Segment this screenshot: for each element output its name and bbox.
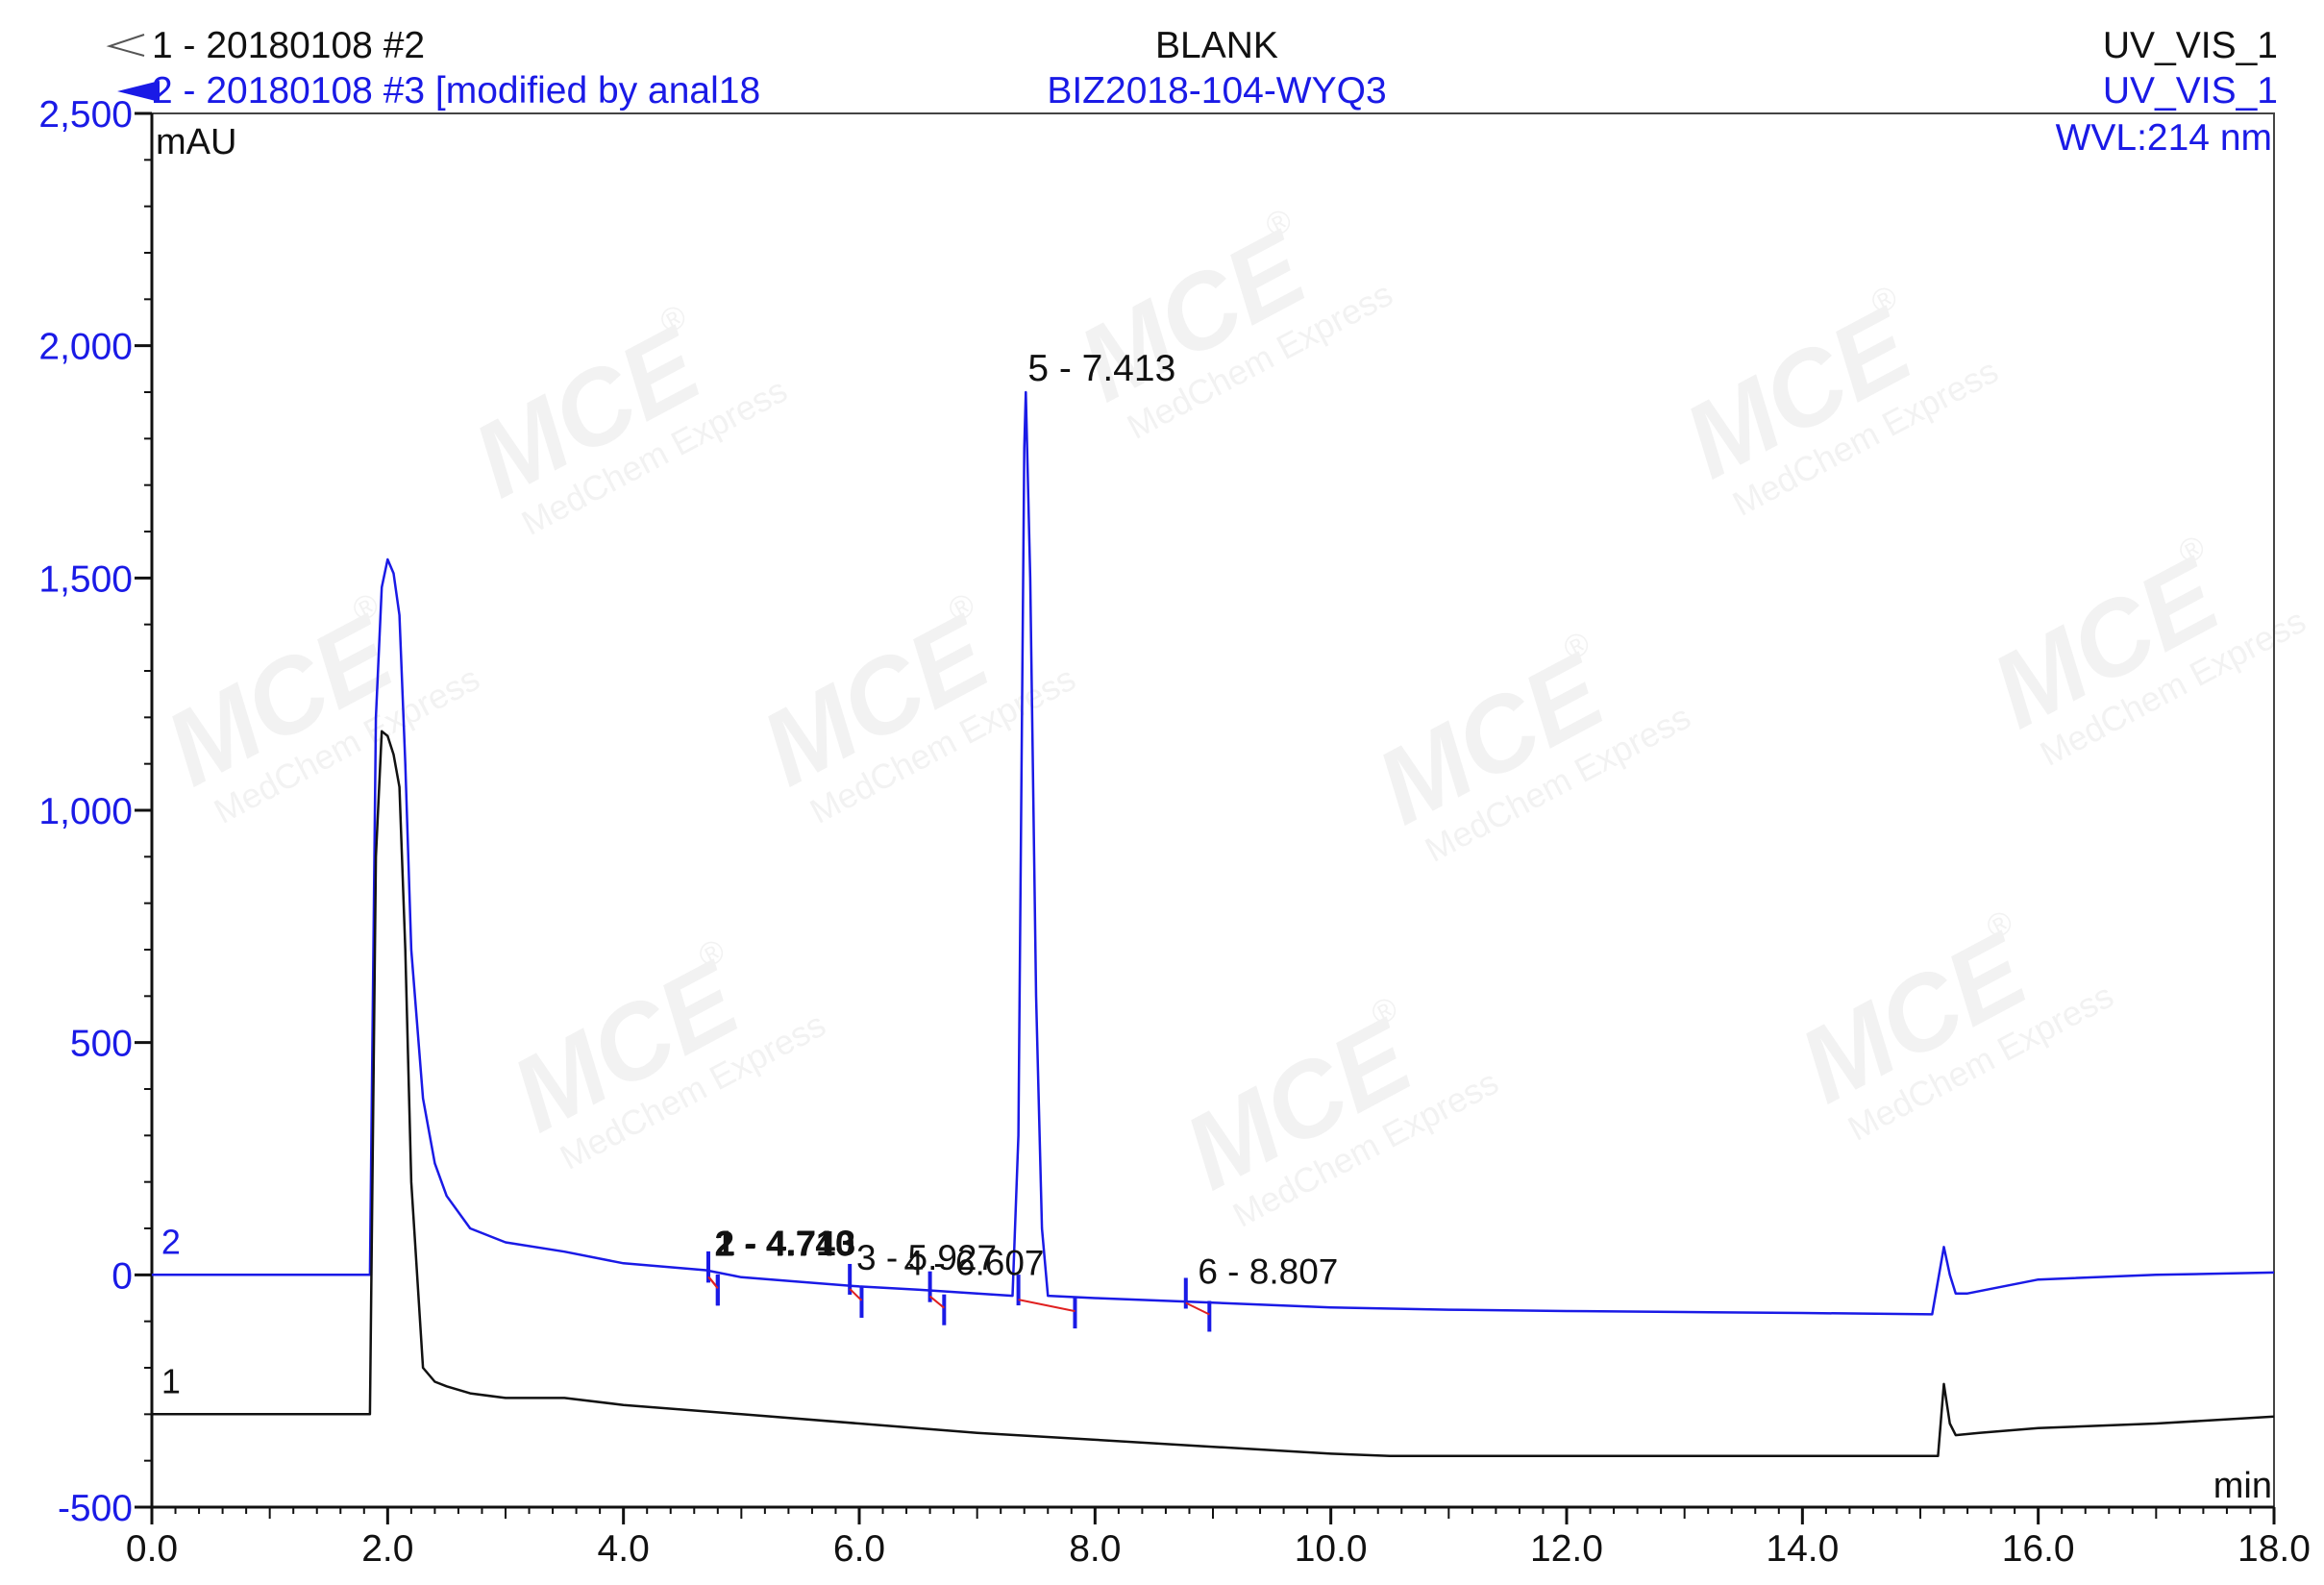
x-tick-label: 10.0 [1295,1528,1368,1570]
x-axis-ticks: 0.0 2.0 4.0 6.0 8.0 10.0 12.0 14.0 16.0 18.0 [126,1507,2311,1570]
y-tick-label: 0 [111,1255,133,1297]
x-tick-label: 0.0 [126,1528,178,1570]
x-tick-label: 12.0 [1530,1528,1603,1570]
peak-baseline [849,1288,863,1301]
y-tick-label: 1,000 [38,791,133,832]
trace2-pointer-icon [117,81,160,102]
x-tick-label: 6.0 [833,1528,885,1570]
peak-label: 4 - 6.607 [903,1244,1044,1283]
peak-label: 5 - 7.413 [1027,348,1175,389]
x-tick-label: 2.0 [361,1528,413,1570]
series-layer: 21 [152,390,2275,1458]
trace-2-line [152,390,2275,1316]
channel1-label: UV_VIS_1 [2102,25,2278,66]
y-tick-label: 500 [70,1024,133,1065]
y-tick-label: -500 [58,1488,133,1529]
sample2-name: BIZ2018-104-WYQ3 [1047,70,1387,111]
x-tick-label: 16.0 [2002,1528,2075,1570]
x-tick-label: 8.0 [1069,1528,1121,1570]
peak-baseline [707,1275,719,1290]
channel2-label: UV_VIS_1 [2102,70,2278,111]
wavelength-label: WVL:214 nm [2055,117,2272,159]
x-axis-label: min [2213,1466,2272,1506]
x-tick-label: 14.0 [1766,1528,1839,1570]
peak-baseline [1185,1301,1210,1316]
x-tick-label: 18.0 [2237,1528,2311,1570]
y-tick-label: 2,000 [38,327,133,368]
y-tick-label: 2,500 [38,94,133,136]
y-tick-label: 1,500 [38,558,133,600]
trace2-title: 2 - 20180108 #3 [modified by anal18 [152,70,761,111]
y-axis-ticks: -500 0 500 1,000 1,500 2,000 2,500 [38,94,152,1529]
peak-label: 1 - 4.713 [715,1224,855,1263]
peak-baseline [1018,1299,1075,1313]
x-tick-label: 4.0 [598,1528,650,1570]
trace-1-line [152,730,2275,1458]
sample1-name: BLANK [1155,25,1278,66]
trace1-pointer-icon [106,34,145,57]
trace-2-label: 2 [161,1223,181,1262]
trace-1-label: 1 [161,1362,181,1401]
peak-label: 3 - 5.927 [856,1238,997,1277]
y-axis-label: mAU [156,122,236,162]
peak-label: 2 - 4.740 [714,1224,854,1263]
peak-label: 6 - 8.807 [1198,1251,1338,1291]
trace1-title: 1 - 20180108 #2 [152,25,426,66]
trace-selector-arrows [106,34,160,102]
peak-baseline [928,1295,945,1309]
